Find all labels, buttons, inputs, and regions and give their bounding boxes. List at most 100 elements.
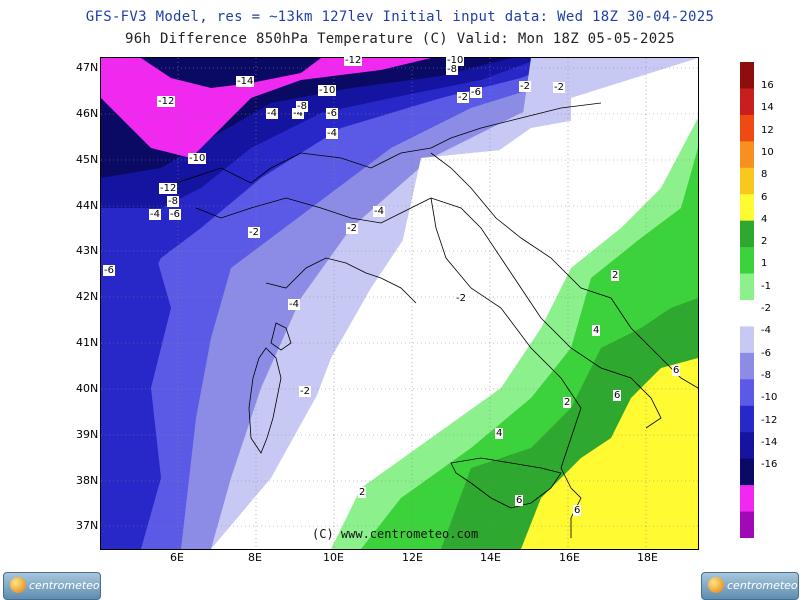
colorbar-segment (740, 88, 754, 116)
contour-label: -2 (346, 223, 358, 234)
lat-label: 46N (76, 107, 99, 120)
lat-label: 43N (76, 244, 99, 257)
chart-title: GFS-FV3 Model, res = ~13km 127lev Initia… (85, 9, 715, 25)
contour-label: 2 (358, 487, 367, 498)
centrometeo-logo-right[interactable]: centrometeo (701, 572, 799, 600)
contour-label: -4 (266, 108, 278, 119)
contour-label: -6 (470, 87, 482, 98)
lon-label: 18E (637, 551, 658, 564)
colorbar-tick-label: -2 (761, 303, 771, 314)
map-fill (101, 58, 698, 549)
colorbar-segment (740, 432, 754, 460)
lat-label: 40N (76, 382, 99, 395)
chart-subtitle: 96h Difference 850hPa Temperature (C) Va… (125, 31, 675, 47)
colorbar-tick-label: 8 (761, 169, 768, 181)
credit-text: (C) www.centrometeo.com (312, 527, 479, 541)
colorbar-tick-label: -12 (761, 414, 778, 426)
lon-label: 16E (559, 551, 580, 564)
colorbar-segment (740, 485, 754, 513)
contour-label: -6 (103, 265, 115, 276)
lat-label: 38N (76, 474, 99, 487)
colorbar-segment (740, 405, 754, 433)
lon-label: 10E (323, 551, 344, 564)
contour-label: -4 (149, 209, 161, 220)
lat-label: 37N (76, 519, 99, 532)
logo-text: centrometeo (29, 579, 100, 592)
contour-label: -10 (446, 55, 465, 66)
contour-label: -4 (292, 108, 304, 119)
colorbar-segment (740, 326, 754, 354)
contour-label: -10 (318, 85, 337, 96)
colorbar-segment (740, 273, 754, 301)
colorbar-tick-label: 10 (761, 146, 774, 158)
contour-label: -4 (288, 299, 300, 310)
colorbar-tick-label: 14 (761, 102, 774, 114)
colorbar-tick-label: 12 (761, 124, 774, 136)
contour-label: -14 (236, 76, 255, 87)
contour-label: -12 (157, 96, 176, 107)
contour-label: -8 (296, 101, 308, 112)
colorbar-tick-label: 16 (761, 80, 774, 91)
colorbar-segment (740, 300, 754, 327)
contour-label: -2 (553, 82, 565, 93)
colorbar-tick-label: -16 (761, 459, 778, 471)
lat-label: 47N (76, 61, 99, 74)
contour-label: -6 (326, 108, 338, 119)
lat-label: 39N (76, 428, 99, 441)
colorbar-segment (740, 141, 754, 169)
contour-label: -2 (455, 293, 467, 304)
colorbar-tick-label: -8 (761, 369, 771, 381)
contour-label: 6 (613, 390, 622, 401)
lon-label: 6E (170, 551, 184, 564)
contour-label: -6 (169, 209, 181, 220)
colorbar-segment (740, 194, 754, 222)
colorbar-segment (740, 511, 754, 538)
colorbar-tick-label: -1 (761, 280, 771, 292)
contour-label: 2 (611, 270, 620, 281)
contour-label: -2 (248, 227, 260, 238)
logo-text: centrometeo (727, 579, 798, 592)
colorbar-tick-label: 6 (761, 191, 768, 203)
contour-label: -2 (457, 92, 469, 103)
colorbar-segment (740, 167, 754, 195)
contour-label: -12 (159, 183, 178, 194)
colorbar-segment (740, 379, 754, 407)
centrometeo-logo-left[interactable]: centrometeo (3, 572, 101, 600)
globe-icon (708, 577, 724, 593)
colorbar-segment (740, 247, 754, 275)
colorbar-tick-label: 1 (761, 258, 768, 270)
contour-label: 6 (573, 505, 582, 516)
lat-label: 45N (76, 153, 99, 166)
colorbar-tick-label: -4 (761, 325, 771, 337)
colorbar-tick-label: 4 (761, 213, 768, 225)
contour-label: -4 (373, 206, 385, 217)
contour-label: -8 (167, 196, 179, 207)
colorbar-segment (740, 220, 754, 248)
colorbar-tick-label: 2 (761, 236, 768, 248)
lat-label: 44N (76, 199, 99, 212)
contour-label: 2 (563, 397, 572, 408)
lon-label: 8E (248, 551, 262, 564)
contour-label: -4 (326, 128, 338, 139)
globe-icon (10, 577, 26, 593)
colorbar-segment (740, 352, 754, 380)
colorbar-segment (740, 458, 754, 486)
contour-label: -12 (344, 55, 363, 66)
lon-label: 12E (402, 551, 423, 564)
contour-label: -2 (299, 386, 311, 397)
contour-label: -10 (188, 153, 207, 164)
contour-label: 6 (515, 495, 524, 506)
contour-label: -2 (519, 81, 531, 92)
contour-label: 4 (495, 428, 504, 439)
colorbar-segment (740, 62, 754, 89)
lon-label: 14E (480, 551, 501, 564)
lat-label: 42N (76, 290, 99, 303)
contour-label: 6 (672, 365, 681, 376)
colorbar (740, 62, 754, 538)
colorbar-segment (740, 114, 754, 142)
colorbar-tick-label: -6 (761, 347, 771, 359)
colorbar-tick-label: -14 (761, 436, 778, 448)
contour-label: -8 (446, 64, 458, 75)
contour-label: 4 (592, 325, 601, 336)
lat-label: 41N (76, 336, 99, 349)
